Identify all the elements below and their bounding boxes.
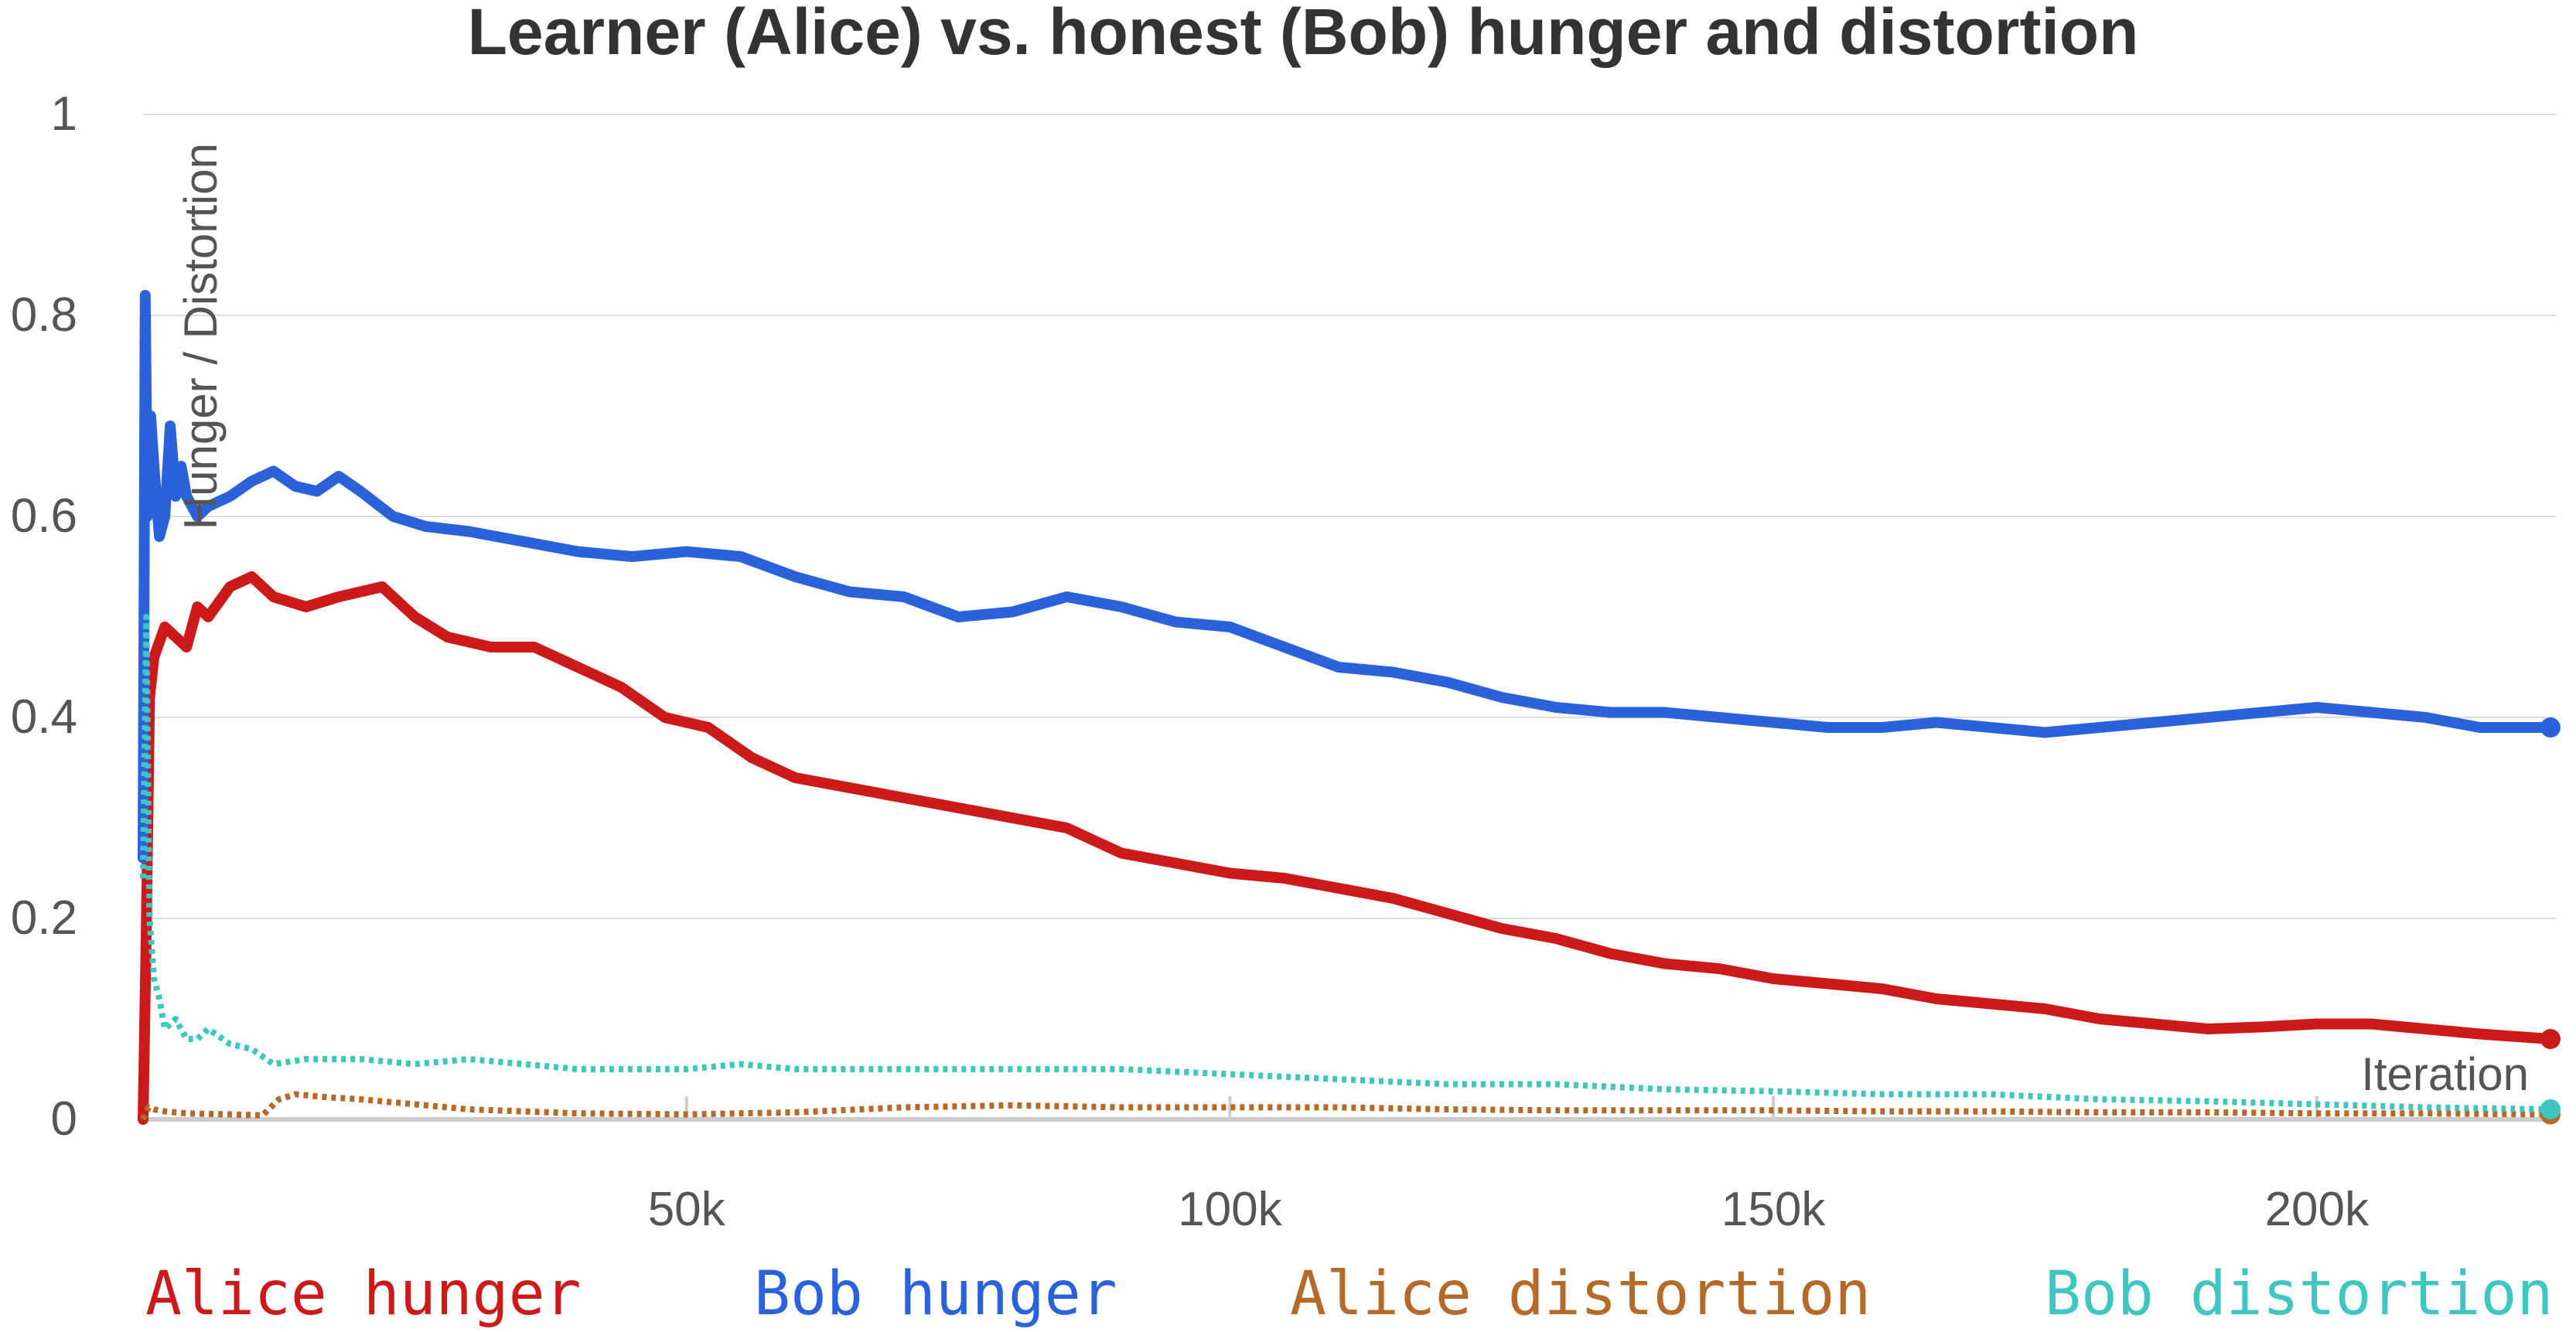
series-lines bbox=[138, 290, 2561, 1125]
y-tick-label: 0.6 bbox=[11, 489, 77, 543]
y-tick-label: 0 bbox=[51, 1092, 77, 1146]
alice-hunger-line bbox=[138, 571, 2556, 1125]
y-tick-label: 1 bbox=[51, 87, 77, 141]
y-tick-labels: 0 0.2 0.4 0.6 0.8 1 bbox=[11, 87, 77, 1146]
x-tick-labels: 50k 100k 150k 200k bbox=[648, 1183, 2370, 1236]
bob-distortion-endpoint bbox=[2540, 1099, 2561, 1119]
bob-hunger-endpoint bbox=[2540, 717, 2561, 738]
grid bbox=[143, 114, 2556, 1122]
y-axis-label: Hunger / Distortion bbox=[175, 143, 227, 530]
x-tick-label: 100k bbox=[1178, 1183, 1282, 1236]
chart-title: Learner (Alice) vs. honest (Bob) hunger … bbox=[468, 0, 2139, 68]
legend-bob-distortion: Bob distortion bbox=[2045, 1259, 2553, 1329]
alice-hunger-endpoint bbox=[2540, 1029, 2561, 1049]
y-tick-label: 0.8 bbox=[11, 288, 77, 342]
y-tick-label: 0.2 bbox=[11, 891, 77, 945]
legend-alice-hunger: Alice hunger bbox=[145, 1259, 582, 1329]
x-tick-label: 50k bbox=[648, 1183, 726, 1236]
x-axis-label: Iteration bbox=[2361, 1048, 2529, 1100]
legend: Alice hunger Bob hunger Alice distortion Bo… bbox=[145, 1259, 2553, 1329]
legend-bob-hunger: Bob hunger bbox=[754, 1259, 1117, 1329]
bob-distortion-line bbox=[140, 614, 2551, 1112]
y-tick-label: 0.4 bbox=[11, 690, 77, 744]
legend-alice-distortion: Alice distortion bbox=[1290, 1259, 1871, 1329]
bob-hunger-line bbox=[138, 290, 2556, 864]
x-tick-label: 200k bbox=[2265, 1183, 2370, 1236]
x-tick-label: 150k bbox=[1721, 1183, 1826, 1236]
